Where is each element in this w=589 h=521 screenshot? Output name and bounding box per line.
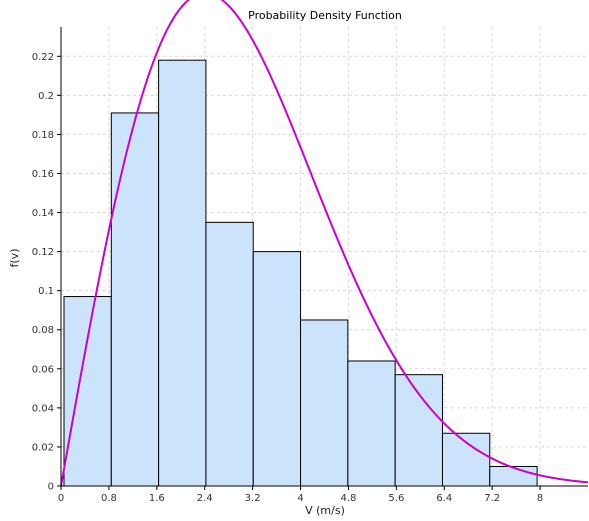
y-tick-label: 0.02 <box>32 442 54 453</box>
x-tick-label: 3.2 <box>245 493 261 504</box>
y-tick-label: 0.22 <box>32 52 54 63</box>
x-tick-label: 2.4 <box>197 493 213 504</box>
histogram-bar <box>63 296 112 487</box>
y-axis-title: f(v) <box>8 249 21 268</box>
histogram-bar <box>252 251 302 487</box>
density-curve-layer <box>60 0 589 487</box>
histogram-bar <box>300 319 349 487</box>
y-tick-label: 0.14 <box>32 208 54 219</box>
x-tick-label: 0 <box>58 493 64 504</box>
y-tick-label: 0.2 <box>38 91 54 102</box>
x-tick-label: 6.4 <box>436 493 452 504</box>
chart-title: Probability Density Function <box>248 9 402 22</box>
x-tick-label: 7.2 <box>484 493 500 504</box>
x-axis-ticks: 0 0.8 1.6 2.4 3.2 4 4.8 5.6 6.4 7.2 8 <box>58 486 543 504</box>
histogram-bar <box>347 360 396 487</box>
x-tick-label: 4 <box>297 493 303 504</box>
y-tick-label: 0.12 <box>32 247 54 258</box>
y-tick-label: 0.08 <box>32 325 54 336</box>
x-tick-label: 1.6 <box>149 493 165 504</box>
histogram-bar <box>205 221 254 487</box>
histogram-bar <box>110 112 160 487</box>
x-tick-label: 8 <box>537 493 543 504</box>
axes <box>60 27 588 487</box>
y-tick-label: 0.1 <box>38 286 54 297</box>
x-axis-title: V (m/s) <box>305 504 345 517</box>
histogram-bar <box>394 374 443 487</box>
x-tick-label: 4.8 <box>341 493 357 504</box>
y-tick-label: 0.04 <box>32 403 54 414</box>
y-tick-label: 0 <box>48 482 54 493</box>
y-axis-ticks: 0 0.02 0.04 0.06 0.08 0.1 0.12 0.14 0.16 0.18 0.2 0… <box>32 52 61 493</box>
histogram-bars <box>63 59 538 487</box>
y-tick-label: 0.16 <box>32 169 54 180</box>
y-tick-label: 0.06 <box>32 364 54 375</box>
histogram-bar <box>489 465 538 487</box>
density-curve <box>60 0 589 487</box>
x-tick-label: 0.8 <box>101 493 117 504</box>
y-tick-label: 0.18 <box>32 130 54 141</box>
histogram-bar <box>158 59 207 487</box>
x-tick-label: 5.6 <box>388 493 404 504</box>
